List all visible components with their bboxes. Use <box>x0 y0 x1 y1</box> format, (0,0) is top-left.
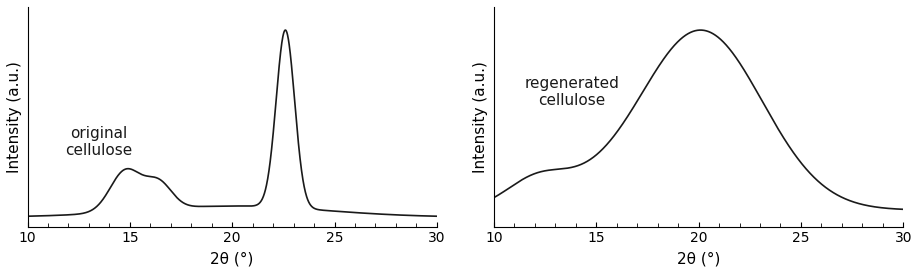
X-axis label: 2θ (°): 2θ (°) <box>677 251 720 266</box>
Y-axis label: Intensity (a.u.): Intensity (a.u.) <box>7 61 22 173</box>
X-axis label: 2θ (°): 2θ (°) <box>210 251 254 266</box>
Text: regenerated
cellulose: regenerated cellulose <box>524 76 619 108</box>
Y-axis label: Intensity (a.u.): Intensity (a.u.) <box>473 61 488 173</box>
Text: original
cellulose: original cellulose <box>65 126 132 158</box>
